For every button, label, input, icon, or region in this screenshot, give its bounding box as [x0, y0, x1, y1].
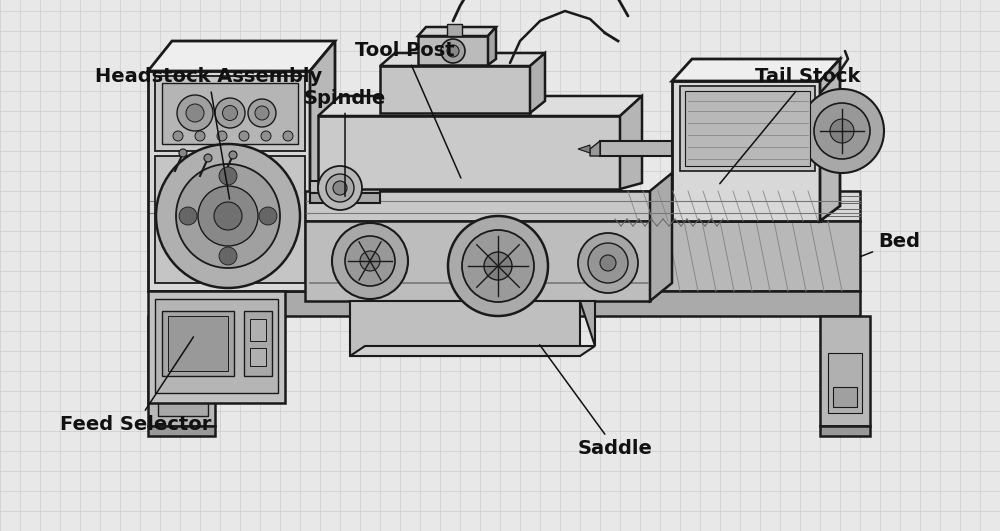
Circle shape: [448, 216, 548, 316]
Polygon shape: [680, 86, 815, 171]
Circle shape: [259, 207, 277, 225]
Bar: [250, 319, 266, 341]
Circle shape: [173, 131, 183, 141]
Polygon shape: [620, 96, 642, 189]
Circle shape: [248, 99, 276, 127]
Polygon shape: [155, 299, 278, 393]
Bar: [162, 311, 234, 376]
Text: Tool Post: Tool Post: [355, 41, 461, 178]
Circle shape: [177, 95, 213, 131]
Polygon shape: [685, 91, 810, 166]
Circle shape: [179, 207, 197, 225]
Polygon shape: [310, 41, 335, 291]
Text: Saddle: Saddle: [540, 345, 653, 458]
Polygon shape: [418, 27, 496, 36]
Circle shape: [214, 202, 242, 230]
Circle shape: [219, 247, 237, 265]
Polygon shape: [418, 36, 488, 65]
Polygon shape: [380, 53, 545, 66]
Circle shape: [239, 131, 249, 141]
Circle shape: [600, 255, 616, 271]
Polygon shape: [148, 316, 215, 426]
Polygon shape: [305, 221, 650, 301]
Polygon shape: [600, 141, 672, 156]
Circle shape: [176, 164, 280, 268]
Bar: [250, 348, 266, 366]
Polygon shape: [820, 59, 840, 221]
Circle shape: [156, 144, 300, 288]
Polygon shape: [650, 173, 672, 301]
Circle shape: [255, 106, 269, 120]
Polygon shape: [672, 59, 840, 81]
Circle shape: [229, 151, 237, 159]
Polygon shape: [148, 41, 335, 71]
Text: Headstock Assembly: Headstock Assembly: [95, 67, 322, 199]
Bar: [244, 311, 272, 376]
Circle shape: [345, 236, 395, 286]
Circle shape: [814, 103, 870, 159]
Polygon shape: [590, 141, 600, 156]
Polygon shape: [148, 426, 215, 436]
Circle shape: [447, 45, 459, 57]
Circle shape: [318, 166, 362, 210]
Circle shape: [179, 149, 187, 157]
Polygon shape: [148, 291, 285, 403]
Circle shape: [326, 174, 354, 202]
Polygon shape: [580, 301, 595, 346]
Polygon shape: [310, 193, 380, 203]
Polygon shape: [672, 81, 820, 221]
Text: Tail Stock: Tail Stock: [720, 67, 860, 184]
Polygon shape: [318, 116, 620, 189]
Text: Feed Selector: Feed Selector: [60, 337, 211, 434]
Bar: [833, 387, 857, 407]
Circle shape: [215, 98, 245, 128]
Polygon shape: [150, 221, 860, 291]
Bar: [158, 331, 208, 416]
Circle shape: [588, 243, 628, 283]
Circle shape: [283, 131, 293, 141]
Circle shape: [441, 39, 465, 63]
Polygon shape: [488, 27, 496, 65]
Circle shape: [830, 119, 854, 143]
Circle shape: [462, 230, 534, 302]
Polygon shape: [350, 301, 580, 356]
Circle shape: [217, 131, 227, 141]
Circle shape: [800, 89, 884, 173]
Circle shape: [222, 106, 238, 121]
Polygon shape: [310, 181, 380, 193]
Circle shape: [484, 252, 512, 280]
Polygon shape: [578, 145, 590, 153]
Circle shape: [332, 223, 408, 299]
Polygon shape: [155, 156, 305, 283]
Polygon shape: [350, 346, 595, 356]
Polygon shape: [150, 191, 860, 221]
Bar: [168, 316, 228, 371]
Circle shape: [261, 131, 271, 141]
Polygon shape: [162, 83, 298, 144]
Circle shape: [198, 186, 258, 246]
Polygon shape: [155, 76, 305, 151]
Bar: [828, 353, 862, 413]
Circle shape: [219, 167, 237, 185]
Polygon shape: [150, 291, 860, 316]
Polygon shape: [820, 316, 870, 426]
Polygon shape: [305, 191, 650, 221]
Text: Spindle: Spindle: [304, 89, 386, 196]
Circle shape: [333, 181, 347, 195]
Circle shape: [360, 251, 380, 271]
Circle shape: [204, 154, 212, 162]
Circle shape: [186, 104, 204, 122]
Circle shape: [195, 131, 205, 141]
Polygon shape: [820, 426, 870, 436]
Text: Bed: Bed: [861, 232, 920, 256]
Polygon shape: [380, 66, 530, 113]
Polygon shape: [530, 53, 545, 113]
Circle shape: [578, 233, 638, 293]
Polygon shape: [148, 71, 310, 291]
Polygon shape: [318, 96, 642, 116]
Bar: [447, 24, 462, 36]
